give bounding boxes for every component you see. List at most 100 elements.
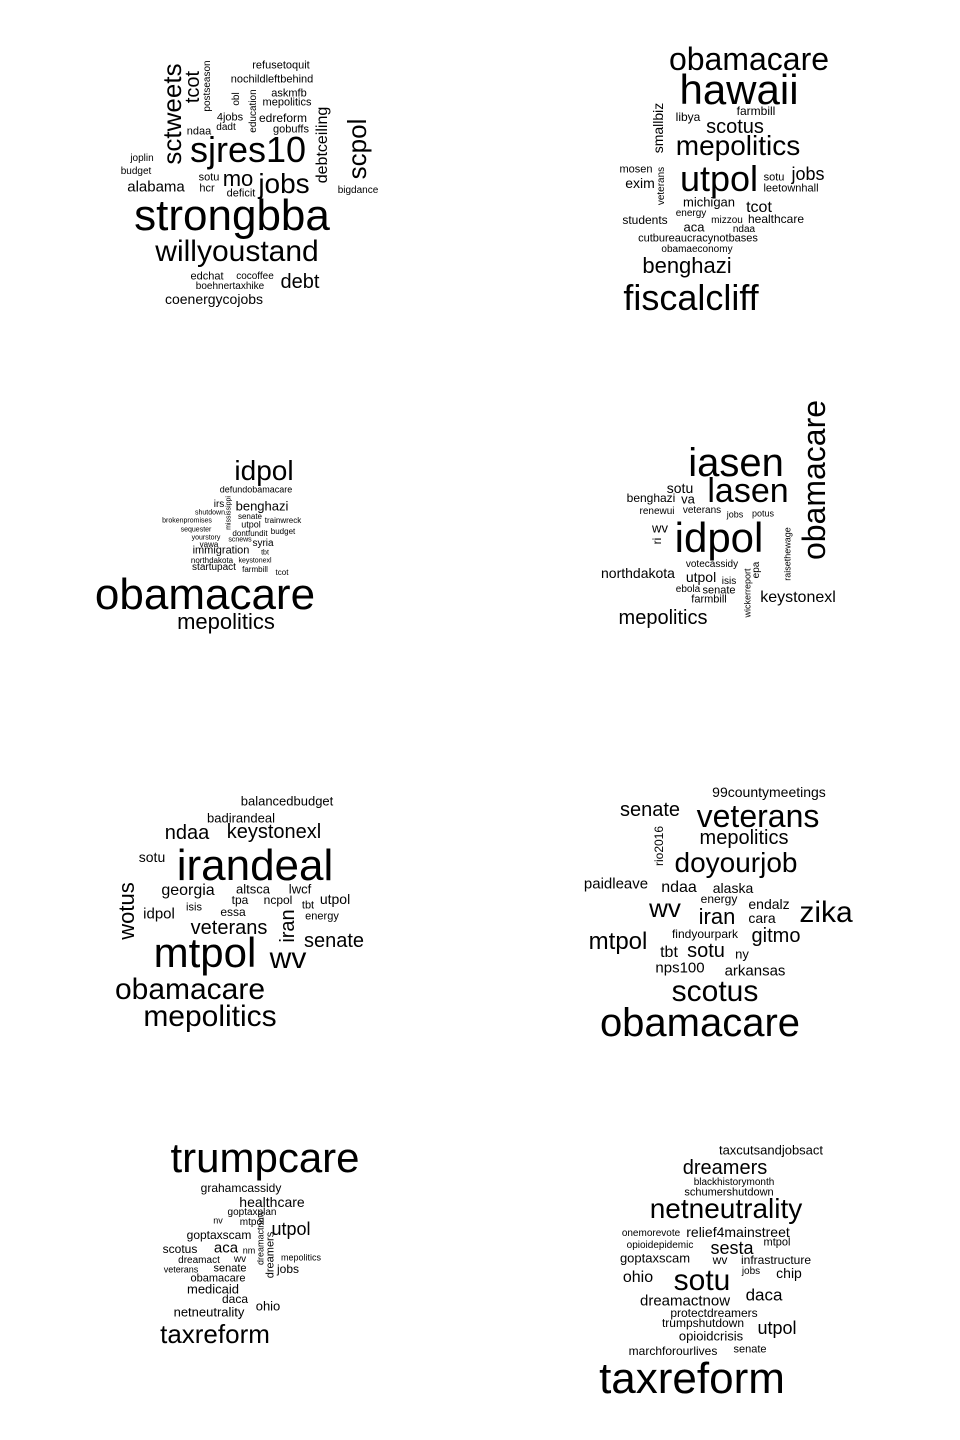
cloud-word: endalz	[748, 896, 790, 912]
cloud-word: isis	[721, 576, 737, 587]
cloud-word: doyourjob	[674, 847, 798, 878]
cloud-word: veterans	[696, 798, 820, 834]
cloud-word: immigration	[192, 544, 250, 557]
cloud-word: exim	[625, 175, 655, 191]
cloud-word: irs	[213, 499, 225, 510]
cloud-word: protectdreamers	[670, 1306, 758, 1320]
cloud-word: obamaeconomy	[661, 244, 733, 255]
cloud-word: senate	[213, 1262, 247, 1275]
cloud-word: trumpshutdown	[661, 1316, 745, 1330]
cloud-word: mtpol	[763, 1236, 791, 1249]
cloud-word: balancedbudget	[240, 793, 334, 809]
cloud-word: sotu	[763, 171, 785, 184]
cloud-word: hcr	[199, 182, 215, 195]
word-cloud-1: strongbba sjres10 willyoustand sctweets jobs…	[0, 0, 480, 360]
cloud-word: wv	[649, 893, 681, 923]
cloud-word: shutdown	[195, 509, 225, 517]
cloud-word: senate	[733, 1343, 767, 1356]
cloud-word: marchforourlives	[628, 1344, 718, 1358]
cloud-word: keystonexl	[226, 821, 322, 843]
cloud-word: jobs	[276, 1262, 300, 1276]
cloud-word: scotus	[162, 1242, 198, 1256]
cloud-word: wv	[269, 942, 307, 975]
cloud-word: alaska	[712, 880, 754, 896]
cloud-word: relief4mainstreet	[686, 1224, 790, 1240]
cloud-word: ndaa	[164, 822, 210, 844]
cloud-word: keystonexl	[238, 557, 272, 565]
cloud-word: northdakota	[601, 565, 675, 581]
cloud-word: iasen	[688, 441, 784, 485]
cloud-word: lwcf	[288, 881, 312, 897]
cloud-word: utpol	[757, 1318, 797, 1338]
cloud-word: idpol	[143, 905, 175, 923]
cloud-word: students	[622, 213, 668, 227]
cloud-word: sotu	[138, 849, 166, 865]
cloud-word: deficit	[226, 187, 256, 200]
cloud-word: netneutrality	[649, 1193, 803, 1224]
cloud-word: yourstory	[191, 534, 221, 542]
cloud-word: badirandeal	[207, 810, 275, 826]
cloud-word: mississippi	[225, 496, 233, 530]
cloud-word: mtpol	[239, 1217, 265, 1228]
cloud-word: sesta	[710, 1238, 754, 1258]
cloud-word: keystonexl	[760, 589, 836, 606]
cloud-word: scotus	[671, 975, 759, 1008]
cloud-word: wotus	[114, 882, 139, 940]
cloud-word: iran	[277, 909, 299, 943]
cloud-word: obamacare	[114, 973, 266, 1006]
word-cloud-3: idpol defundobamacare irs benghazi shutdown s…	[0, 360, 480, 720]
cloud-word: mtpol	[153, 929, 257, 976]
cloud-word: medicaid	[186, 1281, 240, 1297]
cloud-word: senate	[619, 799, 681, 821]
cloud-word: dreamers	[264, 1231, 277, 1279]
cloud-word: nv	[213, 1215, 223, 1226]
cloud-word: mepolitics	[699, 827, 789, 849]
cloud-word: farmbill	[242, 565, 268, 574]
cloud-word: raisethewage	[782, 527, 793, 581]
cloud-word: startupact	[192, 562, 236, 573]
cloud-word: georgia	[161, 882, 215, 899]
cloud-word: potus	[751, 508, 775, 519]
cloud-word: obamacare	[599, 1001, 801, 1045]
cloud-word: cara	[748, 910, 776, 926]
word-cloud-5: balancedbudget badirandeal ndaa keystonexl s…	[0, 720, 480, 1080]
cloud-word: ncpol	[263, 893, 293, 907]
cloud-word: mepolitics	[618, 607, 708, 629]
cloud-word: ndaa	[732, 224, 756, 235]
cloud-word: nm	[242, 1245, 256, 1256]
cloud-word: aca	[213, 1239, 239, 1257]
cloud-word: coenergycojobs	[164, 291, 264, 307]
cloud-word: sequester	[180, 526, 212, 534]
cloud-word: arkansas	[724, 962, 786, 980]
cloud-word: sjres10	[189, 129, 307, 170]
cloud-word: tcot	[182, 70, 204, 104]
cloud-word: postseason	[202, 60, 213, 112]
cloud-word: mizzou	[711, 215, 743, 226]
cloud-word: veterans	[190, 917, 268, 939]
cloud-word: boehnertaxhike	[195, 281, 265, 292]
cloud-word: rio2016	[652, 825, 666, 867]
cloud-word: sotu	[198, 171, 220, 184]
cloud-word: taxcutsandjobsact	[718, 1142, 824, 1158]
cloud-word: daca	[221, 1292, 249, 1306]
cloud-word: benghazi	[626, 491, 676, 505]
cloud-word: scotus	[706, 116, 764, 138]
cloud-word: goptaxscam	[619, 1250, 691, 1266]
cloud-word: taxreform	[599, 1354, 785, 1403]
cloud-word: northdakota	[190, 556, 234, 565]
cloud-word: jobs	[258, 168, 310, 199]
cloud-word: obamacare	[190, 1272, 246, 1285]
cloud-word: opioidcrisis	[678, 1328, 744, 1344]
cloud-word: idpol	[674, 514, 764, 561]
cloud-word: utpol	[319, 891, 351, 907]
cloud-word: dreamact	[178, 1255, 220, 1266]
cloud-word: benghazi	[642, 253, 732, 278]
cloud-word: budget	[270, 527, 296, 536]
cloud-word: utpol	[685, 569, 717, 585]
cloud-word: wv	[652, 520, 668, 536]
cloud-word: libya	[675, 110, 701, 124]
cloud-word: joplin	[130, 153, 154, 164]
cloud-word: obamacare	[668, 41, 830, 77]
cloud-word: trumpcare	[170, 1134, 360, 1181]
